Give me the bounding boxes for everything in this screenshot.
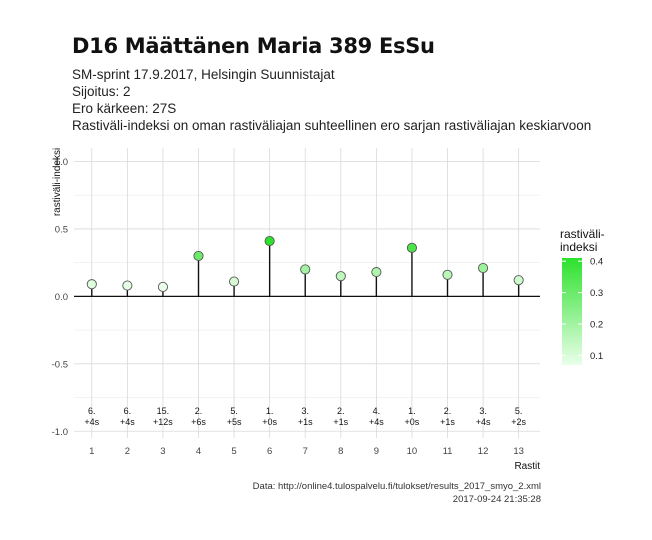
legend-tick-label: 0.3 [590, 288, 603, 299]
split-diff-label: +0s [262, 417, 277, 427]
data-point [478, 262, 489, 274]
subtitle-event: SM-sprint 17.9.2017, Helsingin Suunnista… [72, 67, 335, 82]
data-point [193, 250, 204, 261]
data-point [406, 242, 417, 253]
x-tick-label: 11 [443, 446, 453, 457]
split-rank-label: 2. [195, 406, 203, 416]
split-rank-label: 15. [157, 406, 170, 416]
split-rank-label: 3. [479, 406, 487, 416]
chart-title: D16 Määttänen Maria 389 EsSu [72, 34, 435, 58]
x-tick-label: 7 [303, 446, 308, 457]
legend-color-bar [562, 258, 582, 365]
data-point [513, 275, 524, 286]
legend-tick-label: 0.1 [590, 351, 603, 362]
split-rank-label: 5. [230, 406, 238, 416]
subtitle-rank: Sijoitus: 2 [72, 84, 131, 99]
split-labels: 6.+4s6.+4s15.+12s2.+6s5.+5s1.+0s3.+1s2.+… [84, 406, 526, 427]
split-diff-label: +12s [153, 417, 173, 427]
grid [74, 148, 540, 438]
split-rank-label: 6. [88, 406, 96, 416]
split-rank-label: 6. [124, 406, 132, 416]
color-legend: rastiväli- indeksi 0.4 0.3 0.2 0.1 [560, 227, 605, 365]
split-rank-label: 4. [373, 406, 381, 416]
split-diff-label: +1s [440, 417, 455, 427]
legend-title-line-2: indeksi [560, 240, 597, 254]
timestamp-caption: 2017-09-24 21:35:28 [452, 494, 541, 505]
split-diff-label: +4s [84, 417, 99, 427]
split-diff-label: +4s [120, 417, 135, 427]
split-rank-label: 3. [301, 406, 309, 416]
data-point [442, 269, 453, 280]
axes: 1.00.50.0-0.5-1.01 2 3 4 5 6 7 8 9 10 11 12 13 [52, 157, 540, 457]
x-axis-title: Rastit [514, 461, 540, 472]
data-point [86, 279, 97, 290]
y-tick-label: -0.5 [52, 359, 68, 370]
data-point [122, 280, 133, 291]
data-point [335, 271, 346, 282]
y-tick-label: 1.0 [55, 157, 68, 168]
data-points [86, 236, 524, 292]
split-diff-label: +6s [191, 417, 206, 427]
split-rank-label: 2. [444, 406, 452, 416]
split-rank-label: 1. [266, 406, 274, 416]
x-tick-label: 13 [513, 446, 524, 457]
y-tick-label: -1.0 [52, 427, 68, 438]
chart-subtitle: SM-sprint 17.9.2017, Helsingin Suunnista… [72, 66, 591, 134]
split-diff-label: +2s [511, 417, 526, 427]
y-tick-label: 0.0 [55, 292, 68, 303]
x-tick-label: 3 [160, 446, 165, 457]
x-tick-label: 2 [125, 446, 130, 457]
split-diff-label: +1s [298, 417, 313, 427]
split-rank-label: 5. [515, 406, 523, 416]
x-tick-label: 8 [338, 446, 343, 457]
split-diff-label: +1s [333, 417, 348, 427]
data-point [300, 264, 311, 275]
x-tick-label: 5 [231, 446, 236, 457]
split-rank-label: 2. [337, 406, 345, 416]
x-tick-label: 10 [407, 446, 418, 457]
legend-tick-label: 0.4 [590, 257, 603, 268]
data-point [264, 236, 275, 247]
data-point [157, 281, 168, 292]
x-tick-label: 6 [267, 446, 272, 457]
subtitle-gap: Ero kärkeen: 27S [72, 101, 177, 116]
split-rank-label: 1. [408, 406, 416, 416]
legend-tick-label: 0.2 [590, 320, 603, 331]
y-axis-title: rastiväli-indeksi [52, 148, 63, 216]
x-tick-label: 1 [89, 446, 94, 457]
y-tick-label: 0.5 [55, 224, 68, 235]
legend-title-line-1: rastiväli- [560, 227, 605, 241]
data-point [229, 276, 240, 287]
x-tick-label: 9 [374, 446, 379, 457]
split-diff-label: +5s [227, 417, 242, 427]
x-tick-label: 12 [478, 446, 489, 457]
x-tick-label: 4 [196, 446, 201, 457]
data-source-caption: Data: http://online4.tulospalvelu.fi/tul… [252, 481, 541, 492]
split-diff-label: +4s [476, 417, 491, 427]
data-point [371, 267, 382, 278]
split-diff-label: +0s [405, 417, 420, 427]
subtitle-description: Rastiväli-indeksi on oman rastiväliajan … [72, 118, 592, 133]
split-diff-label: +4s [369, 417, 384, 427]
